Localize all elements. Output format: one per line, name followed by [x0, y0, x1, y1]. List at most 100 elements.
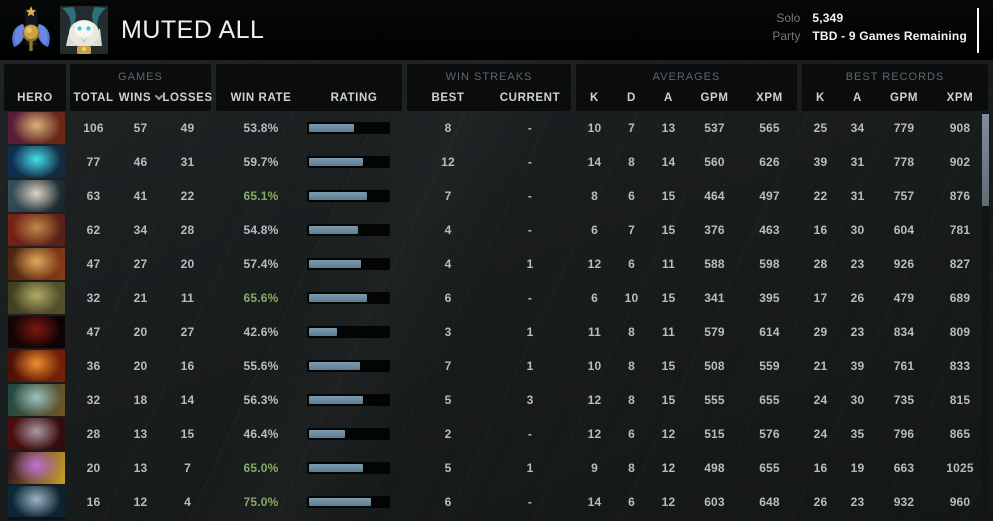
avg-xpm-value: 626 [759, 155, 780, 169]
record-gpm-value: 604 [893, 223, 915, 237]
column-header-total[interactable]: TOTAL [73, 91, 114, 104]
losses-value: 49 [180, 121, 195, 135]
record-assists-value: 31 [850, 189, 865, 203]
record-assists-value: 30 [850, 223, 865, 237]
rating-bar [307, 496, 390, 508]
hero-stats-row[interactable]: 16 12 4 75.0% 6 - 14 6 12 603 648 26 23 … [0, 485, 993, 519]
avg-gpm-value: 555 [704, 393, 725, 407]
records-header-panel [802, 64, 988, 111]
hero-portrait[interactable] [8, 452, 65, 484]
rate-header-panel [216, 64, 402, 111]
party-mmr-value: TBD - 9 Games Remaining [812, 29, 967, 43]
record-assists-value: 23 [850, 257, 865, 271]
column-header-record-assists[interactable]: A [853, 91, 862, 104]
avg-assists-value: 11 [661, 325, 676, 339]
best-streak-value: 2 [444, 427, 452, 441]
avg-assists-value: 12 [661, 427, 676, 441]
record-xpm-value: 781 [949, 223, 971, 237]
avg-xpm-value: 463 [759, 223, 780, 237]
total-games-value: 63 [86, 189, 101, 203]
avg-kills-value: 10 [587, 121, 602, 135]
avg-gpm-value: 341 [704, 291, 725, 305]
hero-portrait[interactable] [8, 146, 65, 178]
avg-xpm-value: 497 [759, 189, 780, 203]
column-header-hero[interactable]: HERO [17, 91, 53, 104]
avg-deaths-value: 10 [624, 291, 639, 305]
column-header-losses[interactable]: LOSSES [162, 91, 213, 104]
rating-bar-fill [309, 498, 371, 506]
wins-value: 21 [133, 291, 148, 305]
hero-portrait[interactable] [8, 248, 65, 280]
column-header-avg-xpm[interactable]: XPM [756, 91, 783, 104]
hero-stats-row[interactable]: 32 18 14 56.3% 5 3 12 8 15 555 655 24 30… [0, 383, 993, 417]
column-header-streak-best[interactable]: BEST [431, 91, 465, 104]
avg-deaths-value: 8 [628, 325, 635, 339]
player-avatar[interactable] [60, 6, 108, 54]
column-header-record-kills[interactable]: K [816, 91, 825, 104]
hero-portrait[interactable] [8, 316, 65, 348]
group-title-games: GAMES [118, 71, 163, 83]
column-header-wins[interactable]: WINS [117, 92, 164, 104]
current-streak-value: 1 [526, 359, 534, 373]
avg-xpm-value: 559 [759, 359, 780, 373]
record-assists-value: 23 [850, 325, 865, 339]
current-streak-value: - [527, 223, 533, 237]
avg-kills-value: 14 [587, 155, 602, 169]
hero-portrait[interactable] [8, 418, 65, 450]
column-header-avg-assists[interactable]: A [664, 91, 673, 104]
column-header-rating[interactable]: RATING [330, 91, 378, 104]
hero-stats-row[interactable]: 28 13 15 46.4% 2 - 12 6 12 515 576 24 35… [0, 417, 993, 451]
rating-bar-fill [309, 124, 355, 132]
column-header-avg-deaths[interactable]: D [627, 91, 636, 104]
column-header-avg-gpm[interactable]: GPM [700, 91, 729, 104]
avg-gpm-value: 376 [704, 223, 725, 237]
rating-bar-fill [309, 430, 345, 438]
hero-stats-row[interactable]: 47 20 27 42.6% 3 1 11 8 11 579 614 29 23… [0, 315, 993, 349]
avg-xpm-value: 565 [759, 121, 780, 135]
avg-kills-value: 11 [587, 325, 602, 339]
hero-portrait[interactable] [8, 350, 65, 382]
hero-stats-row[interactable]: 36 20 16 55.6% 7 1 10 8 15 508 559 21 39… [0, 349, 993, 383]
avg-deaths-value: 8 [628, 359, 635, 373]
hero-stats-row[interactable]: 106 57 49 53.8% 8 - 10 7 13 537 565 25 3… [0, 111, 993, 145]
losses-value: 4 [184, 495, 191, 509]
avg-gpm-value: 515 [704, 427, 725, 441]
column-header-streak-current[interactable]: CURRENT [499, 91, 561, 104]
hero-stats-row[interactable]: 47 27 20 57.4% 4 1 12 6 11 588 598 28 23… [0, 247, 993, 281]
hero-stats-row[interactable]: 77 46 31 59.7% 12 - 14 8 14 560 626 39 3… [0, 145, 993, 179]
avg-xpm-value: 598 [759, 257, 780, 271]
hero-stats-row[interactable]: 32 21 11 65.6% 6 - 6 10 15 341 395 17 26… [0, 281, 993, 315]
win-rate-value: 46.4% [243, 427, 279, 441]
column-header-avg-kills[interactable]: K [590, 91, 599, 104]
column-header-win-rate[interactable]: WIN RATE [230, 91, 292, 104]
rating-bar [307, 428, 390, 440]
losses-value: 7 [184, 461, 191, 475]
total-games-value: 32 [86, 393, 101, 407]
avg-gpm-value: 508 [704, 359, 725, 373]
best-streak-value: 7 [444, 189, 452, 203]
hero-portrait[interactable] [8, 180, 65, 212]
current-streak-value: - [527, 155, 533, 169]
hero-portrait[interactable] [8, 486, 65, 518]
solo-mmr-value: 5,349 [812, 11, 844, 25]
averages-header-panel [576, 64, 797, 111]
hero-stats-row[interactable]: 62 34 28 54.8% 4 - 6 7 15 376 463 16 30 … [0, 213, 993, 247]
hero-stats-row[interactable]: 63 41 22 65.1% 7 - 8 6 15 464 497 22 31 … [0, 179, 993, 213]
hero-portrait[interactable] [8, 112, 65, 144]
avg-deaths-value: 6 [628, 257, 635, 271]
hero-stats-row[interactable]: 20 13 7 65.0% 5 1 9 8 12 498 655 16 19 6… [0, 451, 993, 485]
table-scrollbar-thumb[interactable] [982, 114, 989, 206]
table-scrollbar-track[interactable] [982, 112, 989, 521]
rating-bar [307, 360, 390, 372]
record-gpm-value: 663 [893, 461, 915, 475]
hero-portrait[interactable] [8, 282, 65, 314]
total-games-value: 77 [86, 155, 101, 169]
hero-portrait[interactable] [8, 384, 65, 416]
column-header-record-gpm[interactable]: GPM [890, 91, 918, 104]
column-header-record-xpm[interactable]: XPM [946, 91, 974, 104]
hero-portrait[interactable] [8, 214, 65, 246]
avg-kills-value: 10 [587, 359, 602, 373]
record-kills-value: 16 [813, 223, 828, 237]
record-assists-value: 23 [850, 495, 865, 509]
best-streak-value: 4 [444, 257, 452, 271]
